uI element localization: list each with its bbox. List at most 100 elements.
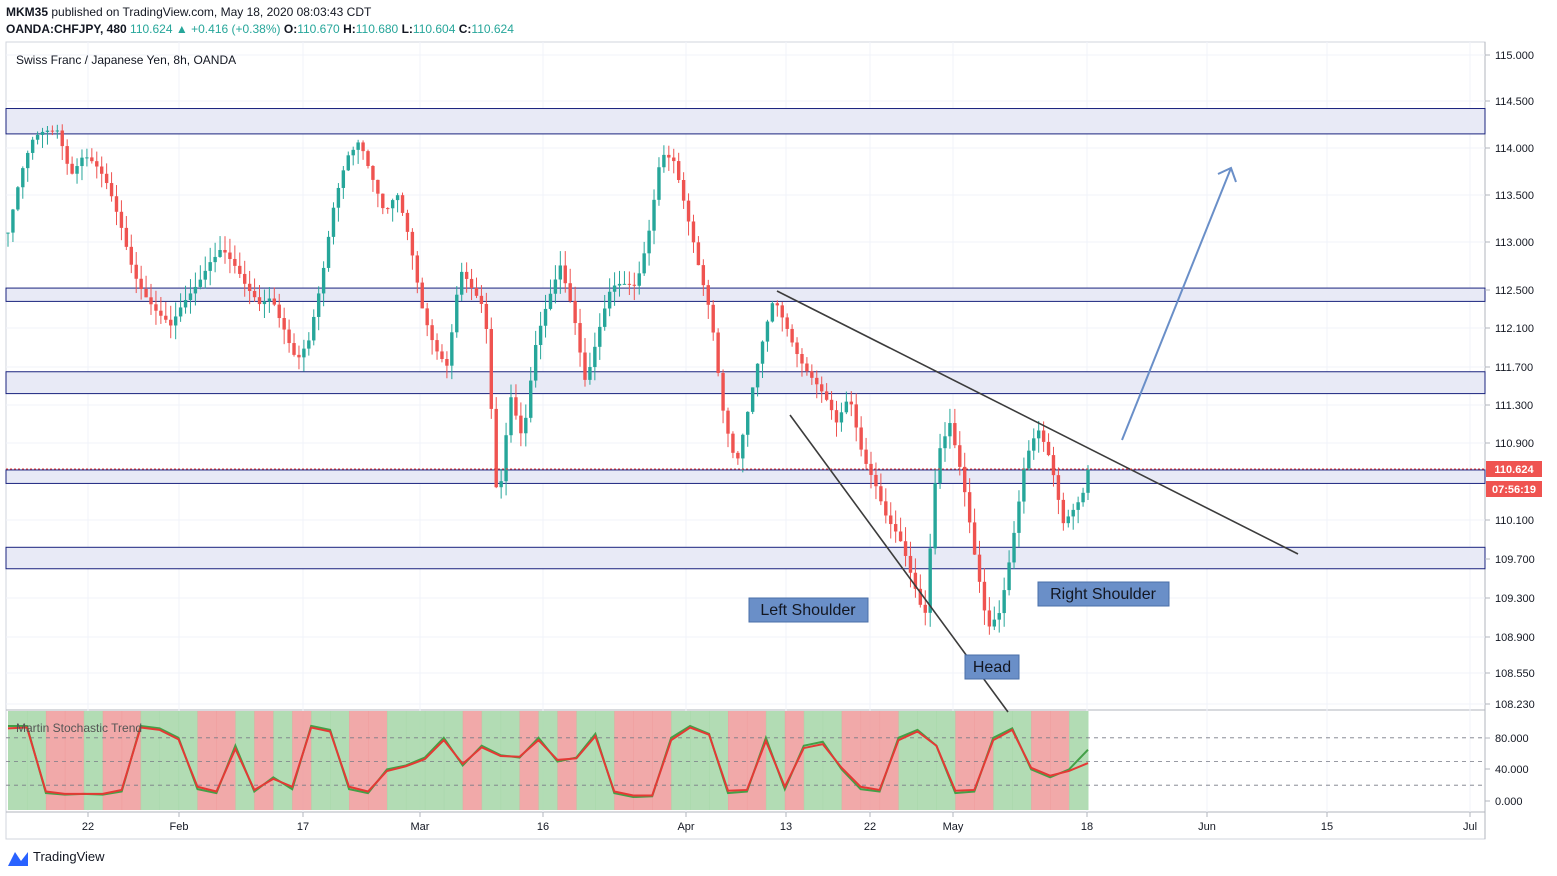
footer-brand[interactable]: TradingView <box>33 849 105 864</box>
candle <box>1027 440 1031 471</box>
symbol: OANDA:CHFJPY, 480 <box>6 22 127 36</box>
price-badge-text: 110.624 <box>1494 464 1534 476</box>
candle <box>208 247 212 286</box>
candle <box>316 286 321 331</box>
candle <box>750 387 755 415</box>
candle <box>455 286 459 338</box>
candle <box>1051 446 1056 487</box>
candle <box>874 462 878 500</box>
change: +0.416 (+0.38%) <box>191 22 281 36</box>
candle <box>1032 428 1036 460</box>
candle <box>657 157 661 206</box>
candle <box>489 317 493 419</box>
trend-band <box>311 711 331 810</box>
candle <box>933 468 937 555</box>
candle <box>400 192 405 216</box>
trend-band <box>159 711 180 810</box>
candle <box>410 228 415 270</box>
up-arrow-icon: ▲ <box>175 22 188 36</box>
candle <box>529 366 533 423</box>
candle <box>247 270 252 305</box>
candle <box>928 533 932 627</box>
sr-zone <box>5 469 1486 484</box>
candle <box>514 384 518 420</box>
candle <box>26 150 30 182</box>
candle <box>790 324 794 347</box>
candle <box>40 127 45 148</box>
trend-band <box>102 711 123 810</box>
price-tick-label: 109.700 <box>1495 554 1535 566</box>
candle <box>607 278 612 317</box>
candle <box>193 272 198 306</box>
candle <box>16 186 20 212</box>
label-right-shoulder[interactable]: Right Shoulder <box>1037 581 1170 607</box>
candle <box>1017 490 1021 548</box>
price-tick-label: 112.100 <box>1495 323 1534 335</box>
trend-band <box>652 711 672 810</box>
candle <box>652 189 656 245</box>
candle <box>494 397 498 489</box>
candle <box>119 200 124 241</box>
candle <box>824 383 829 402</box>
candle <box>884 488 888 524</box>
trend-band <box>671 711 691 810</box>
candle <box>351 146 355 166</box>
time-tick-label: Jul <box>1463 821 1477 833</box>
trend-band <box>197 711 217 810</box>
price-badge: 110.624 <box>1486 461 1542 477</box>
candle <box>598 313 602 360</box>
candle <box>691 214 696 253</box>
close-value: 110.624 <box>471 22 514 36</box>
trend-band <box>557 711 577 810</box>
close-label: C: <box>458 22 472 36</box>
price-tick-label: 114.500 <box>1495 96 1534 108</box>
trend-band <box>746 711 767 810</box>
high-label: H: <box>343 22 356 36</box>
candle <box>563 251 567 293</box>
candle <box>267 287 272 313</box>
projection-arrow[interactable] <box>1121 167 1232 441</box>
sr-zone <box>5 108 1486 135</box>
candle <box>252 278 257 302</box>
trend-band <box>519 711 540 810</box>
price-tick-label: 108.900 <box>1495 632 1535 644</box>
candle <box>479 285 484 313</box>
candle <box>1076 496 1080 524</box>
candle <box>99 156 104 188</box>
trend-band <box>822 711 843 810</box>
candle <box>80 149 84 181</box>
candle <box>50 125 55 136</box>
candle <box>578 308 582 367</box>
candle <box>829 391 834 420</box>
candle <box>676 152 681 183</box>
candle <box>376 179 380 208</box>
candle <box>464 262 469 293</box>
candle <box>686 193 691 236</box>
candle <box>879 473 883 506</box>
countdown-badge: 07:56:19 <box>1486 481 1542 497</box>
tradingview-logo-icon[interactable] <box>8 852 28 866</box>
label-head[interactable]: Head <box>964 654 1020 680</box>
candle <box>834 400 839 437</box>
candle <box>1012 521 1016 570</box>
label-left-shoulder[interactable]: Left Shoulder <box>748 597 869 623</box>
candle <box>469 268 474 301</box>
candle <box>243 260 247 297</box>
candle <box>178 293 183 322</box>
candle <box>558 251 563 294</box>
author[interactable]: MKM35 <box>6 5 49 19</box>
candle <box>1046 433 1051 457</box>
candle <box>435 333 439 360</box>
trend-band <box>841 711 862 810</box>
candle <box>129 234 133 274</box>
candle <box>55 124 60 139</box>
candle <box>741 433 745 473</box>
candle <box>331 202 336 245</box>
candle <box>213 242 217 273</box>
descending-trendline[interactable] <box>776 290 1299 555</box>
left-shoulder-text: Left Shoulder <box>760 602 856 619</box>
candle <box>1081 487 1085 507</box>
candle <box>647 219 651 266</box>
candle <box>30 136 35 160</box>
